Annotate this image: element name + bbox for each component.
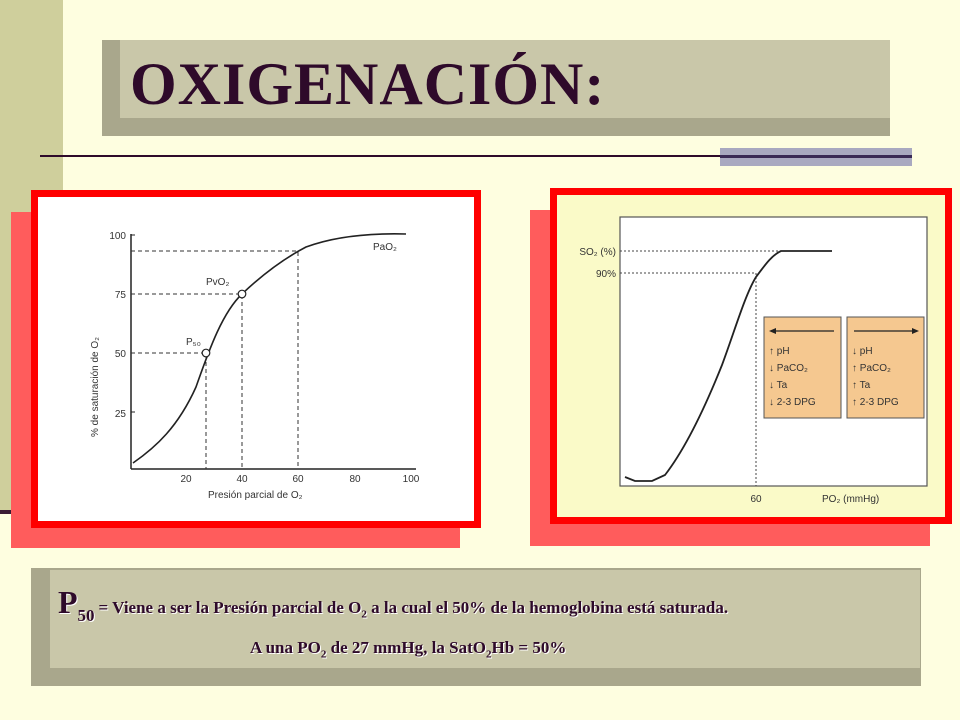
p50-point [201, 348, 211, 358]
example-sato2-subscript: 2 [485, 648, 492, 661]
x-tick-40: 40 [236, 474, 248, 485]
rule-accent-line [720, 155, 912, 158]
x-tick-80: 80 [349, 474, 361, 485]
y-axis-label: % de saturación de O₂ [90, 337, 101, 437]
p50-definition: P50 = Viene a ser la Presión parcial de O… [58, 584, 728, 626]
sixty-label: 60 [750, 494, 762, 505]
p50-symbol: P [58, 584, 78, 620]
left-box-line-1: ↑ pH [769, 346, 790, 357]
y-tick-75: 75 [115, 290, 127, 301]
definition-box [50, 570, 920, 668]
left-chart-frame: 100 75 50 25 20 40 60 80 100 Presión par… [31, 190, 481, 528]
p50-subscript: 50 [77, 606, 95, 625]
right-arrow-icon [912, 328, 919, 334]
left-arrow-icon [769, 328, 776, 334]
right-box-line-2: ↑ PaCO₂ [852, 363, 891, 374]
example-text-b: de 27 mmHg, la SatO [326, 638, 486, 657]
right-chart-frame: SO₂ (%) 90% 60 PO₂ (mmHg) ↑ pH ↓ PaCO₂ ↓… [550, 188, 952, 524]
pvo2-point [237, 289, 247, 299]
oxygen-dissociation-curve-chart: 100 75 50 25 20 40 60 80 100 Presión par… [90, 231, 420, 501]
right-shift-box [846, 316, 925, 419]
x-tick-60: 60 [292, 474, 304, 485]
left-box-line-3: ↓ Ta [769, 380, 788, 391]
example-text-c: Hb = 50% [491, 638, 567, 657]
dissociation-curve [132, 233, 407, 464]
ninety-percent-label: 90% [596, 269, 616, 280]
y-tick-50: 50 [115, 349, 127, 360]
left-box-line-2: ↓ PaCO₂ [769, 363, 808, 374]
definition-text-b: a la cual el 50% de la hemoglobina está … [366, 598, 729, 617]
right-box-line-1: ↓ pH [852, 346, 873, 357]
po2-label: PO₂ (mmHg) [822, 494, 879, 505]
p50-reference-line [131, 352, 207, 469]
definition-o2-subscript: 2 [361, 608, 367, 621]
p50-example: A una PO2 de 27 mmHg, la SatO2Hb = 50% [250, 638, 566, 660]
pvo2-reference-line [131, 293, 243, 469]
right-box-line-3: ↑ Ta [852, 380, 871, 391]
left-shift-box [763, 316, 842, 419]
example-text-a: A una PO [250, 638, 321, 657]
so2-label: SO₂ (%) [579, 247, 616, 258]
p50-label: P₅₀ [186, 337, 201, 348]
y-tick-100: 100 [109, 231, 126, 242]
title-rule [40, 155, 912, 157]
x-tick-100: 100 [403, 474, 420, 485]
oxygen-shift-chart: SO₂ (%) 90% 60 PO₂ (mmHg) ↑ pH ↓ PaCO₂ ↓… [579, 216, 928, 505]
slide-title: OXIGENACIÓN: [130, 51, 606, 117]
x-axis-label: Presión parcial de O₂ [208, 490, 303, 501]
definition-text-a: = Viene a ser la Presión parcial de O [98, 598, 362, 617]
pao2-label: PaO₂ [373, 242, 397, 253]
y-tick-25: 25 [115, 409, 127, 420]
pvo2-label: PvO₂ [206, 277, 229, 288]
title-box [120, 40, 890, 118]
x-tick-20: 20 [180, 474, 192, 485]
left-accent-tick [0, 510, 20, 514]
left-box-line-4: ↓ 2-3 DPG [769, 397, 816, 408]
saturation-curve [624, 250, 832, 482]
right-box-line-4: ↑ 2-3 DPG [852, 397, 899, 408]
example-po2-subscript: 2 [320, 648, 327, 661]
